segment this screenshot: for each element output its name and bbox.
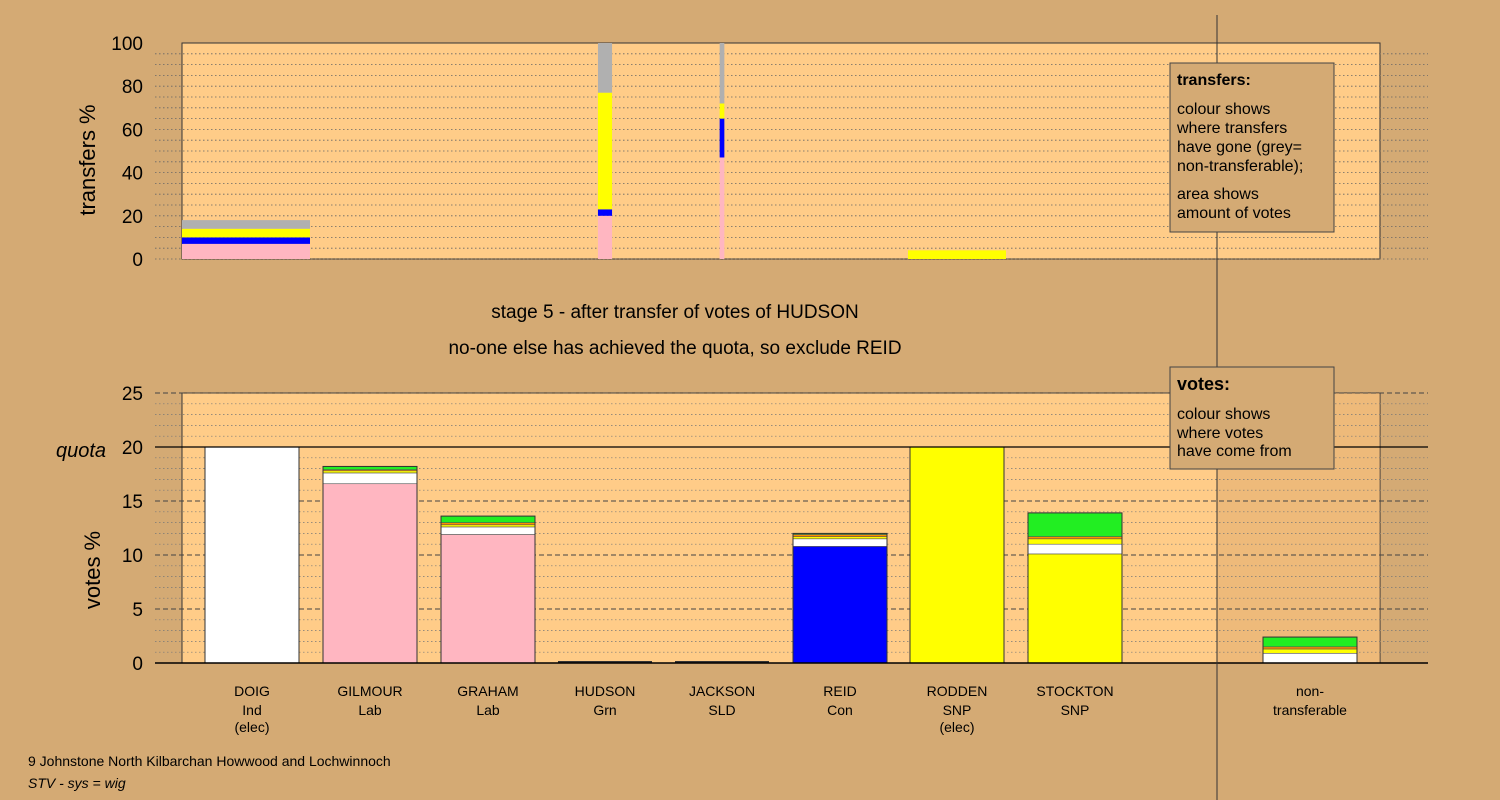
transfers-y-ticks: 0 20 40 60 80 100: [111, 34, 143, 271]
transfers-y-axis-label: transfers %: [75, 104, 100, 215]
transfers-bar-segment: [719, 103, 725, 119]
transfers-legend-line: area shows: [1177, 186, 1259, 203]
votes-y-tick-label: 10: [122, 546, 143, 567]
votes-y-tick-label: 0: [132, 654, 143, 675]
candidate-name: RODDEN: [927, 683, 988, 699]
candidate-name: GILMOUR: [337, 683, 402, 699]
transfers-bar-segment: [719, 118, 725, 158]
transfers-bar-segment: [182, 220, 310, 229]
votes-y-tick-label: 5: [132, 600, 143, 621]
transfers-legend-line: where transfers: [1176, 120, 1287, 137]
transfers-bar-segment: [182, 228, 310, 238]
transfers-y-tick-label: 100: [111, 34, 143, 55]
transfers-bar-segment: [719, 157, 725, 259]
votes-bar-segment: [440, 515, 536, 523]
votes-bar-segment: [322, 483, 418, 664]
votes-bar-segment: [792, 546, 888, 664]
votes-legend-line: have come from: [1177, 443, 1292, 460]
transfers-y-tick-label: 60: [122, 120, 143, 141]
candidate-status: (elec): [234, 719, 269, 735]
candidate-party: SLD: [708, 702, 735, 718]
nontransferable-label: non-: [1296, 683, 1324, 699]
candidate-name: STOCKTON: [1036, 683, 1113, 699]
votes-bar-segment: [440, 534, 536, 664]
transfers-legend-line: amount of votes: [1177, 205, 1291, 222]
votes-legend-title: votes:: [1177, 374, 1230, 394]
votes-bar-segment: [792, 534, 888, 537]
transfers-y-tick-label: 80: [122, 77, 143, 98]
votes-bar-segment: [1027, 543, 1123, 555]
votes-bar-segment: [792, 536, 888, 540]
votes-legend-line: where votes: [1176, 425, 1263, 442]
transfers-legend-box: transfers: colour shows where transfers …: [1169, 62, 1335, 233]
votes-bar-segment: [1027, 536, 1123, 540]
transfers-bars: [182, 43, 1006, 259]
transfers-bar-segment: [719, 43, 725, 104]
transfers-bar-segment: [597, 43, 613, 93]
candidate-name: GRAHAM: [457, 683, 518, 699]
nontransferable-label: transferable: [1273, 702, 1347, 718]
transfers-bar-segment: [182, 237, 310, 244]
transfers-y-tick-label: 20: [122, 207, 143, 228]
votes-bar-segment: [322, 472, 418, 485]
votes-bars: [204, 446, 1358, 664]
candidate-party: Lab: [358, 702, 382, 718]
votes-y-tick-label: 25: [122, 384, 143, 405]
quota-label: quota: [56, 440, 106, 462]
votes-bar-segment: [1262, 648, 1358, 654]
candidate-name: HUDSON: [575, 683, 636, 699]
candidate-status: (elec): [939, 719, 974, 735]
transfers-legend-line: have gone (grey=: [1177, 139, 1302, 156]
status-line: no-one else has achieved the quota, so e…: [448, 338, 901, 359]
votes-bar-segment: [792, 538, 888, 547]
candidate-party: Lab: [476, 702, 500, 718]
transfers-bar-segment: [182, 243, 310, 259]
votes-bar-segment: [1262, 636, 1358, 648]
footer-system: STV - sys = wig: [28, 775, 126, 791]
votes-bar-segment: [909, 446, 1005, 664]
candidate-name: DOIG: [234, 683, 270, 699]
transfers-legend-line: colour shows: [1177, 101, 1270, 118]
candidate-party: Ind: [242, 702, 261, 718]
footer-ward: 9 Johnstone North Kilbarchan Howwood and…: [28, 753, 391, 769]
votes-y-axis-label: votes %: [80, 531, 105, 609]
votes-bar-segment: [1262, 646, 1358, 650]
votes-bar-segment: [1027, 538, 1123, 545]
transfers-y-tick-label: 0: [132, 250, 143, 271]
candidate-name: JACKSON: [689, 683, 755, 699]
votes-bar-segment: [440, 526, 536, 535]
candidate-party: SNP: [943, 702, 972, 718]
transfers-bar-segment: [908, 250, 1006, 259]
candidate-name: REID: [823, 683, 856, 699]
transfers-legend-line: non-transferable);: [1177, 158, 1303, 175]
votes-bar-segment: [1262, 652, 1358, 664]
votes-y-tick-label: 20: [122, 438, 143, 459]
candidate-labels: DOIGInd(elec)GILMOURLabGRAHAMLabHUDSONGr…: [234, 683, 1347, 735]
votes-y-ticks: 0 5 10 15 20 25: [122, 384, 143, 675]
votes-bar-segment: [440, 524, 536, 528]
candidate-party: Con: [827, 702, 853, 718]
transfers-bar-segment: [597, 209, 613, 216]
votes-bar-segment: [1027, 553, 1123, 664]
votes-bar-segment: [204, 446, 300, 664]
votes-bar-segment: [1027, 512, 1123, 537]
candidate-party: SNP: [1061, 702, 1090, 718]
transfers-bar-segment: [597, 215, 613, 259]
votes-legend-line: colour shows: [1177, 406, 1270, 423]
transfers-y-tick-label: 40: [122, 164, 143, 185]
transfers-bar-segment: [597, 92, 613, 210]
votes-legend-box: votes: colour shows where votes have com…: [1169, 366, 1335, 470]
votes-bar-segment: [440, 522, 536, 526]
candidate-party: Grn: [593, 702, 616, 718]
transfers-legend-title: transfers:: [1177, 72, 1251, 89]
votes-bar-segment: [322, 470, 418, 474]
votes-plot: 0 5 10 15 20 25 quota votes %: [56, 384, 1428, 675]
votes-y-tick-label: 15: [122, 492, 143, 513]
stage-title: stage 5 - after transfer of votes of HUD…: [491, 302, 858, 323]
